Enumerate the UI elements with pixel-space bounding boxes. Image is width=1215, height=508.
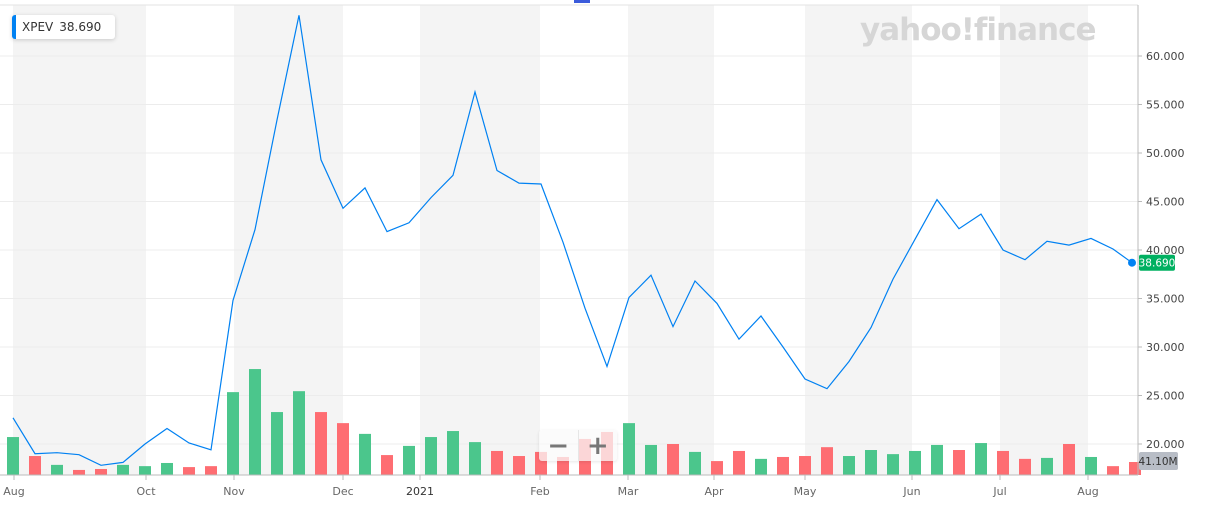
volume-bar	[491, 450, 503, 475]
volume-bar	[843, 456, 855, 475]
yahoo-finance-logo: yahoo!finance	[860, 12, 1096, 48]
y-tick-label: 20.000	[1146, 438, 1185, 451]
volume-bar	[73, 469, 85, 475]
x-tick-label: Mar	[618, 485, 639, 498]
volume-bar	[865, 450, 877, 475]
x-tick-label: Feb	[530, 485, 549, 498]
volume-bar	[403, 445, 415, 475]
y-tick-label: 45.000	[1146, 196, 1185, 209]
series-color-marker	[12, 15, 16, 39]
volume-bar	[161, 462, 173, 475]
last-volume-label: 41.10M	[1138, 456, 1177, 468]
legend-price: 38.690	[59, 20, 102, 34]
y-tick-label: 25.000	[1146, 390, 1185, 403]
volume-bar	[997, 450, 1009, 475]
volume-bar	[117, 464, 129, 475]
volume-bar	[645, 444, 657, 475]
x-tick-label: Dec	[332, 485, 353, 498]
zoom-out-button[interactable]: −	[539, 430, 579, 461]
symbol-legend[interactable]: XPEV 38.690	[12, 15, 116, 39]
month-band	[13, 5, 146, 475]
last-volume-tag	[1139, 452, 1178, 470]
y-tick-label: 55.000	[1146, 99, 1185, 112]
volume-bar	[975, 443, 987, 475]
volume-bar	[249, 369, 261, 475]
month-band	[805, 5, 912, 475]
volume-bar	[931, 444, 943, 475]
volume-bar	[1041, 457, 1053, 475]
volume-bar	[953, 450, 965, 475]
y-tick-label: 40.000	[1146, 244, 1185, 257]
x-tick-label: Jun	[902, 485, 920, 498]
zoom-controls: − +	[539, 430, 617, 461]
volume-bar	[7, 437, 19, 475]
last-price-dot	[1128, 258, 1136, 267]
volume-bar	[711, 461, 723, 475]
volume-bar	[139, 466, 151, 475]
volume-bar	[755, 458, 767, 475]
x-tick-label: Aug	[3, 485, 24, 498]
last-price-tag	[1139, 254, 1175, 271]
volume-bar	[1085, 456, 1097, 475]
x-tick-label: Apr	[704, 485, 724, 498]
volume-bar	[777, 456, 789, 475]
x-tick-label: 2021	[406, 485, 434, 498]
volume-bar	[381, 455, 393, 475]
volume-bar	[447, 431, 459, 475]
month-band	[628, 5, 714, 475]
volume-bar	[799, 456, 811, 475]
volume-bar	[887, 454, 899, 475]
x-tick-label: Nov	[223, 485, 245, 498]
x-tick-label: Oct	[136, 485, 156, 498]
volume-bar	[909, 450, 921, 475]
volume-bar	[557, 456, 569, 475]
volume-bar	[29, 456, 41, 475]
volume-bar	[359, 433, 371, 475]
volume-bar	[667, 444, 679, 475]
last-price-label: 38.690	[1139, 258, 1176, 270]
x-tick-label: Aug	[1077, 485, 1098, 498]
y-tick-label: 60.000	[1146, 50, 1185, 63]
month-band	[1000, 5, 1088, 475]
volume-bar	[337, 423, 349, 475]
volume-bar	[227, 392, 239, 475]
volume-bar	[733, 450, 745, 475]
volume-bar	[513, 456, 525, 475]
zoom-in-button[interactable]: +	[586, 430, 609, 461]
y-tick-label: 35.000	[1146, 293, 1185, 306]
volume-bar	[205, 466, 217, 475]
volume-bar	[315, 412, 327, 475]
volume-bar	[425, 437, 437, 475]
volume-bar	[821, 447, 833, 475]
volume-bar	[293, 391, 305, 475]
x-tick-label: May	[794, 485, 817, 498]
price-line	[12, 15, 1133, 466]
x-tick-label: Jul	[992, 485, 1006, 498]
volume-bar	[1019, 458, 1031, 475]
volume-bar	[271, 412, 283, 475]
y-tick-label: 30.000	[1146, 341, 1185, 354]
volume-bar	[1107, 466, 1119, 475]
y-tick-label: 50.000	[1146, 147, 1185, 160]
volume-bar	[95, 468, 107, 475]
month-band	[420, 5, 540, 475]
legend-symbol: XPEV	[22, 20, 54, 34]
volume-bar	[183, 467, 195, 475]
range-drag-handle[interactable]	[574, 0, 590, 3]
volume-bar	[51, 464, 63, 475]
volume-bar	[1063, 444, 1075, 475]
volume-bar	[469, 442, 481, 475]
volume-bar	[689, 451, 701, 475]
volume-bar	[623, 423, 635, 475]
